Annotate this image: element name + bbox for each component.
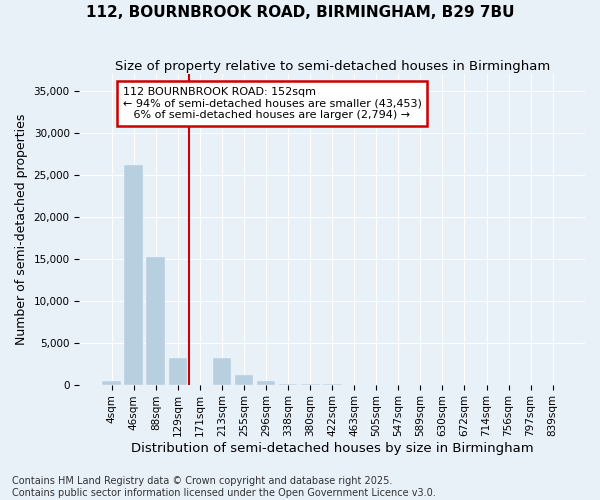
- X-axis label: Distribution of semi-detached houses by size in Birmingham: Distribution of semi-detached houses by …: [131, 442, 533, 455]
- Bar: [257, 381, 275, 384]
- Bar: [235, 374, 253, 384]
- Bar: [103, 381, 121, 384]
- Text: Contains HM Land Registry data © Crown copyright and database right 2025.
Contai: Contains HM Land Registry data © Crown c…: [12, 476, 436, 498]
- Title: Size of property relative to semi-detached houses in Birmingham: Size of property relative to semi-detach…: [115, 60, 550, 73]
- Bar: [146, 257, 165, 384]
- Text: 112, BOURNBROOK ROAD, BIRMINGHAM, B29 7BU: 112, BOURNBROOK ROAD, BIRMINGHAM, B29 7B…: [86, 5, 514, 20]
- Text: 112 BOURNBROOK ROAD: 152sqm
← 94% of semi-detached houses are smaller (43,453)
 : 112 BOURNBROOK ROAD: 152sqm ← 94% of sem…: [123, 87, 422, 120]
- Bar: [169, 358, 187, 384]
- Y-axis label: Number of semi-detached properties: Number of semi-detached properties: [15, 114, 28, 345]
- Bar: [212, 358, 232, 384]
- Bar: [124, 165, 143, 384]
